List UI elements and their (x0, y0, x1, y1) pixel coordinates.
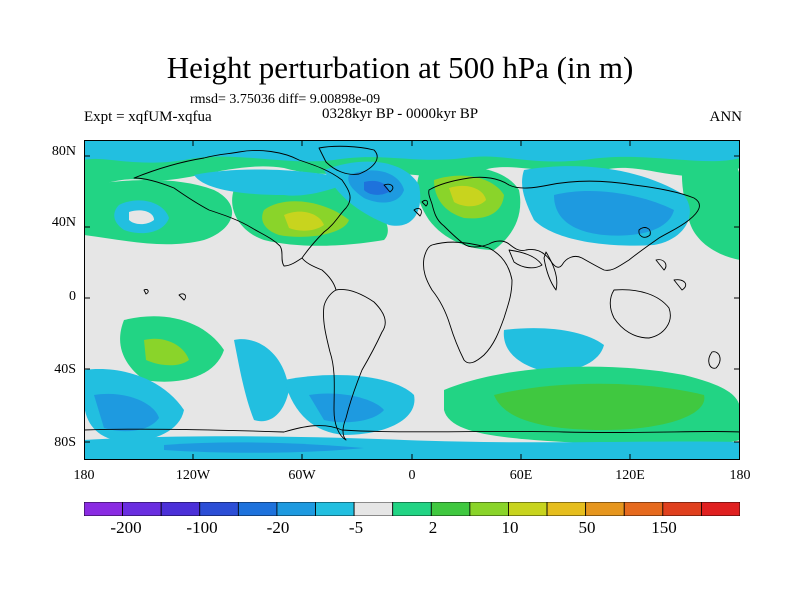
colorbar-swatch (585, 502, 625, 516)
colorbar-label: 2 (428, 518, 438, 537)
y-tick-label-0: 0 (69, 289, 76, 304)
colorbar-swatch (662, 502, 702, 516)
season-label: ANN (709, 109, 743, 125)
colorbar-swatch (623, 502, 664, 516)
y-tick-label-80n: 80N (51, 144, 76, 159)
height-perturbation-map (84, 140, 740, 460)
perturbation-fill-regions (84, 140, 740, 460)
x-tick-label-60w: 60W (288, 468, 316, 483)
colorbar-label: -100 (186, 518, 218, 537)
axis-ticks (84, 140, 740, 460)
colorbar-swatch (392, 502, 432, 516)
colorbar-swatch (237, 502, 278, 516)
colorbar-label: 150 (651, 518, 677, 537)
colorbar-swatch (122, 502, 162, 516)
coastlines (84, 145, 740, 441)
colorbar-label: -200 (110, 518, 142, 537)
x-tick-label-180e: 180 (729, 468, 751, 483)
colorbar-swatch (469, 502, 509, 516)
x-tick-label-120w: 120W (175, 468, 211, 483)
plot-title: Height perturbation at 500 hPa (in m) (166, 50, 634, 85)
x-tick-label-0: 0 (408, 468, 416, 483)
colorbar-swatch (546, 502, 587, 516)
rmsd-diff-stats: rmsd= 3.75036 diff= 9.00898e-09 (190, 92, 381, 107)
colorbar-label: 10 (501, 518, 519, 537)
colorbar-label: -5 (348, 518, 364, 537)
y-tick-label-80s: 80S (54, 435, 76, 450)
time-period-label: 0328kyr BP - 0000kyr BP (322, 106, 479, 122)
x-tick-label-60e: 60E (509, 468, 533, 483)
colorbar-label: -20 (266, 518, 290, 537)
colorbar-swatch (315, 502, 355, 516)
colorbar-label: 50 (578, 518, 596, 537)
colorbar-swatch (508, 502, 548, 516)
x-tick-label-180w: 180 (73, 468, 95, 483)
colorbar-swatch (353, 502, 394, 516)
colorbar-swatch (701, 502, 740, 516)
experiment-label: Expt = xqfUM-xqfua (84, 109, 212, 125)
x-tick-label-120e: 120E (615, 468, 645, 483)
colorbar-swatch (276, 502, 316, 516)
colorbar (84, 502, 740, 516)
colorbar-swatch (84, 502, 123, 516)
colorbar-swatch (430, 502, 471, 516)
y-tick-label-40n: 40N (51, 215, 76, 230)
colorbar-swatch (199, 502, 239, 516)
y-tick-label-40s: 40S (54, 362, 76, 377)
colorbar-swatch (160, 502, 201, 516)
